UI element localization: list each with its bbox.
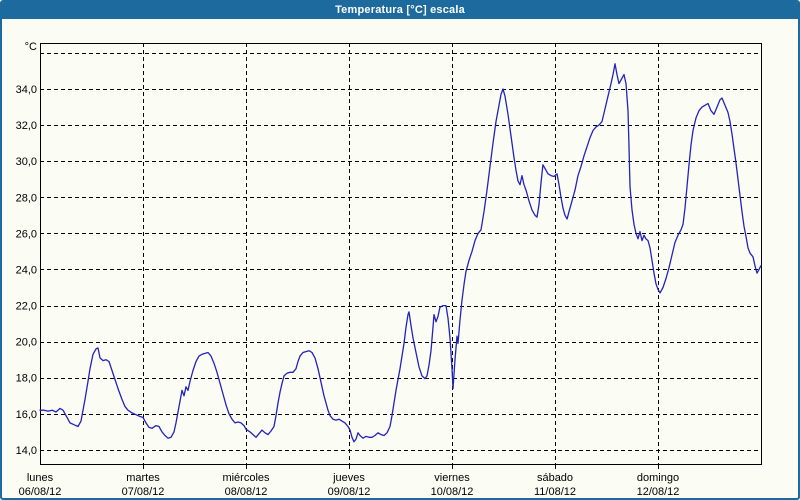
x-day-label: jueves (332, 472, 365, 484)
y-tick-label: 16,0 (16, 409, 37, 421)
temperature-chart: 14,0 16,0 18,0 20,0 22,0 24,0 26,0 28,0 30,0 32,0… (16, 41, 762, 498)
x-date-label: 11/08/12 (534, 486, 576, 498)
y-tick-label: 26,0 (16, 228, 37, 240)
x-date-label: 12/08/12 (637, 486, 680, 498)
x-day-label: sábado (537, 472, 573, 484)
x-date-label: 10/08/12 (431, 486, 474, 498)
y-tick-label: 34,0 (16, 84, 37, 96)
x-day-label: viernes (434, 472, 470, 484)
y-tick-label: 14,0 (16, 445, 37, 457)
y-tick-label: 18,0 (16, 373, 37, 385)
x-day-label: martes (126, 472, 160, 484)
y-tick-label: 32,0 (16, 120, 37, 132)
x-day-label: miércoles (222, 472, 270, 484)
y-tick-label: 20,0 (16, 337, 37, 349)
y-tick-label: 28,0 (16, 192, 37, 204)
plot-frame (40, 43, 762, 465)
x-day-label: lunes (27, 472, 54, 484)
x-day-label: domingo (637, 472, 679, 484)
y-tick-label: 30,0 (16, 156, 37, 168)
temperature-series-line (39, 63, 762, 443)
y-tick-label: 22,0 (16, 301, 37, 313)
y-tick-label: 24,0 (16, 264, 37, 276)
chart-area: 14,0 16,0 18,0 20,0 22,0 24,0 26,0 28,0 30,0 32,0… (2, 19, 798, 498)
x-date-label: 06/08/12 (19, 486, 62, 498)
x-date-label: 09/08/12 (328, 486, 371, 498)
y-unit-label: °C (25, 41, 37, 53)
x-date-label: 07/08/12 (122, 486, 165, 498)
x-date-label: 08/08/12 (225, 486, 268, 498)
title-bar: Temperatura [°C] escala (2, 2, 798, 19)
window-title: Temperatura [°C] escala (335, 4, 465, 16)
